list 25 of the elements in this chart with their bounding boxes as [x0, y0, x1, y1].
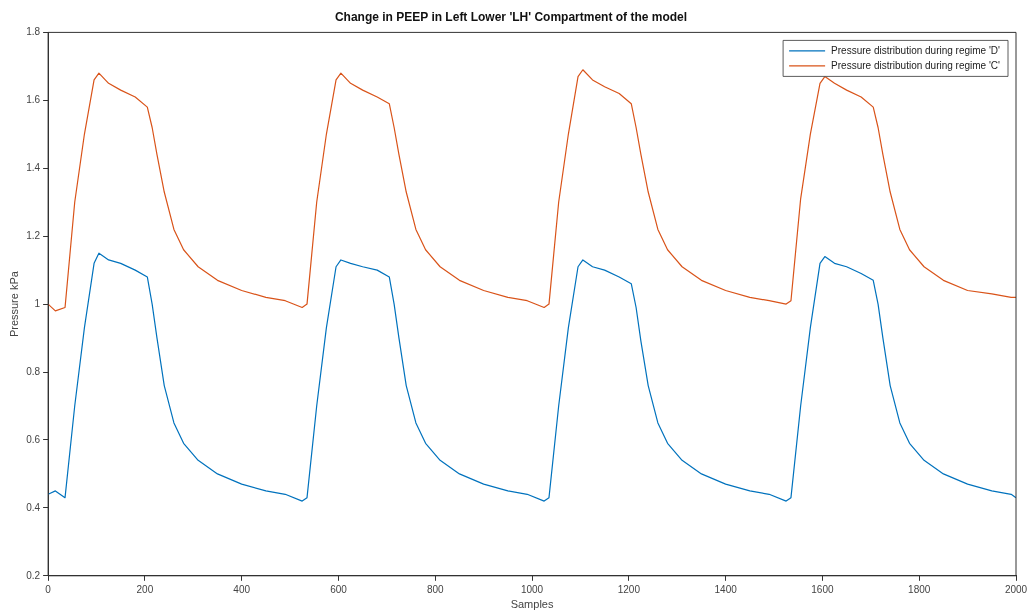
x-tick-label: 1200	[617, 583, 641, 595]
y-tick-label: 0.8	[26, 365, 41, 377]
x-tick-label: 0	[45, 583, 52, 595]
y-tick-label: 1.2	[26, 229, 41, 241]
legend-label: Pressure distribution during regime 'D'	[831, 44, 1001, 56]
x-tick-label: 1800	[908, 583, 931, 595]
x-axis-title: Samples	[510, 598, 554, 611]
y-tick-label: 0.6	[26, 433, 41, 445]
y-tick-label: 0.2	[26, 569, 41, 581]
y-axis-title: Pressure kPa	[7, 270, 20, 338]
x-tick-label: 1000	[520, 583, 544, 595]
x-tick-label: 400	[233, 583, 251, 595]
y-tick-label: 1.4	[26, 162, 41, 173]
x-tick-label: 1400	[714, 583, 738, 595]
legend-label: Pressure distribution during regime 'C'	[831, 59, 1001, 71]
x-tick-label: 2000	[1004, 583, 1028, 595]
chart-title: Change in PEEP in Left Lower 'LH' Compartment of the model	[334, 9, 688, 24]
x-tick-label: 200	[136, 583, 154, 595]
x-tick-label: 600	[330, 583, 348, 595]
y-tick-label: 1.8	[26, 26, 41, 38]
x-tick-label: 800	[426, 583, 445, 595]
y-tick-label: 1.6	[26, 94, 41, 106]
y-tick-label: 1	[34, 297, 41, 309]
y-tick-label: 0.4	[26, 501, 41, 513]
x-tick-label: 1600	[811, 583, 834, 595]
